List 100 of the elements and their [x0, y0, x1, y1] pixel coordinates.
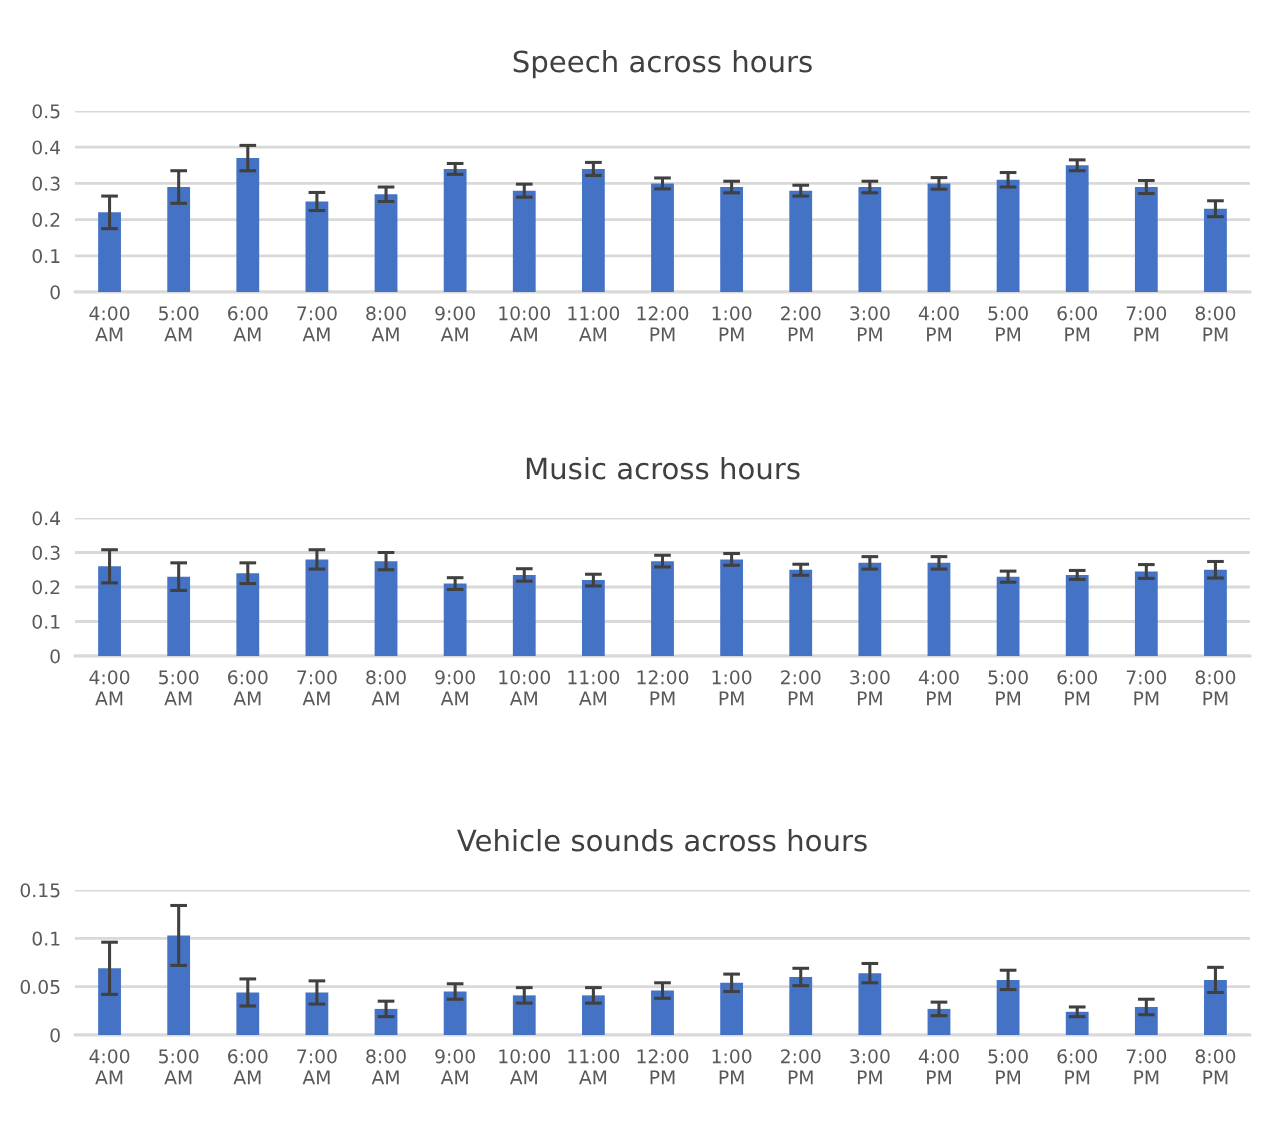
x-tick-label: 8:00 AM: [366, 670, 406, 706]
x-tick-label: 6:00 AM: [228, 1049, 268, 1085]
bar: [651, 183, 674, 292]
x-tick-label: 3:00 PM: [850, 670, 890, 706]
x-tick-label: 5:00 PM: [988, 306, 1028, 342]
chart-title: Vehicle sounds across hours: [457, 828, 867, 852]
x-tick-label: 4:00 AM: [89, 306, 130, 342]
x-tick-label: 7:00 PM: [1126, 1049, 1167, 1085]
x-tick-label: 2:00 PM: [781, 1049, 821, 1085]
x-tick-label: 8:00 AM: [366, 306, 406, 342]
x-tick-label: 3:00 PM: [850, 306, 890, 342]
bar: [1204, 208, 1227, 292]
x-tick-label: 4:00 PM: [918, 306, 959, 342]
x-tick-label: 4:00 AM: [89, 1049, 130, 1085]
y-tick-label: 0.4: [32, 140, 61, 155]
bar: [996, 179, 1020, 292]
x-tick-label: 12:00 PM: [637, 306, 689, 342]
x-tick-label: 10:00 AM: [499, 670, 551, 706]
chart-title: Music across hours: [526, 456, 800, 480]
bar: [1204, 979, 1227, 1035]
x-tick-label: 12:00 PM: [637, 670, 689, 706]
y-tick-label: 0.2: [32, 212, 60, 227]
y-tick-label: 0.3: [32, 176, 60, 191]
x-tick-label: 8:00 PM: [1195, 306, 1236, 342]
bar: [512, 190, 536, 292]
chart-title: Speech across hours: [513, 49, 812, 79]
x-tick-label: 11:00 AM: [568, 306, 620, 342]
x-tick-label: 6:00 PM: [1057, 1049, 1098, 1085]
bar: [98, 566, 121, 656]
x-tick-label: 6:00 AM: [228, 670, 268, 706]
x-tick-label: 1:00 PM: [712, 1049, 752, 1085]
y-tick-label: 0.1: [32, 931, 60, 946]
bar: [720, 187, 744, 292]
x-tick-label: 6:00 PM: [1057, 670, 1098, 706]
bar: [1134, 187, 1158, 292]
bar: [789, 190, 813, 292]
y-tick-label: 0.2: [32, 580, 60, 595]
y-tick-label: 0.1: [32, 614, 60, 629]
bar: [374, 194, 398, 292]
x-tick-label: 12:00 PM: [637, 1049, 689, 1085]
x-tick-label: 2:00 PM: [781, 670, 821, 706]
bar: [789, 977, 813, 1035]
bar: [98, 968, 121, 1035]
y-tick-label: 0: [50, 649, 60, 664]
y-tick-label: 0.1: [32, 249, 60, 264]
bar: [167, 576, 191, 656]
bar: [167, 187, 191, 292]
x-tick-label: 7:00 PM: [1126, 670, 1167, 706]
bar: [1204, 569, 1227, 656]
x-tick-label: 8:00 PM: [1195, 670, 1236, 706]
x-tick-label: 2:00 PM: [781, 306, 821, 342]
bar: [512, 574, 536, 656]
bar: [858, 562, 882, 656]
x-tick-label: 9:00 AM: [435, 306, 475, 342]
x-tick-label: 7:00 PM: [1126, 306, 1167, 342]
x-tick-label: 11:00 AM: [568, 670, 620, 706]
bar: [167, 935, 191, 1035]
bar: [651, 990, 674, 1035]
bar: [927, 183, 951, 292]
bar: [98, 212, 121, 292]
x-tick-label: 8:00 AM: [366, 1049, 406, 1085]
x-tick-label: 4:00 PM: [918, 1049, 959, 1085]
bar: [305, 992, 329, 1035]
bar: [443, 991, 467, 1035]
bar: [1065, 165, 1089, 292]
x-tick-label: 5:00 AM: [159, 1049, 199, 1085]
bar: [443, 583, 467, 656]
x-tick-label: 10:00 AM: [499, 306, 551, 342]
y-tick-label: 0.5: [32, 104, 60, 119]
x-tick-label: 10:00 AM: [499, 1049, 551, 1085]
x-tick-label: 5:00 PM: [988, 670, 1028, 706]
x-tick-label: 5:00 AM: [159, 306, 199, 342]
bar: [858, 973, 882, 1035]
x-tick-label: 4:00 PM: [918, 670, 959, 706]
x-tick-label: 3:00 PM: [850, 1049, 890, 1085]
x-tick-label: 4:00 AM: [89, 670, 130, 706]
x-tick-label: 7:00 AM: [297, 1049, 337, 1085]
x-tick-label: 9:00 AM: [435, 670, 475, 706]
bar: [858, 187, 882, 292]
bar: [305, 201, 329, 292]
x-tick-label: 6:00 AM: [228, 306, 268, 342]
bar: [305, 559, 329, 656]
x-tick-label: 8:00 PM: [1195, 1049, 1236, 1085]
bar: [720, 982, 744, 1035]
bar: [581, 580, 605, 656]
y-tick-label: 0.15: [20, 883, 60, 898]
x-tick-label: 7:00 AM: [297, 306, 337, 342]
x-tick-label: 1:00 PM: [712, 670, 752, 706]
y-tick-label: 0.4: [32, 511, 61, 526]
bar: [236, 573, 260, 656]
x-tick-label: 5:00 AM: [159, 670, 199, 706]
y-tick-label: 0.05: [20, 979, 60, 995]
bar: [1134, 571, 1158, 656]
x-tick-label: 1:00 PM: [712, 306, 752, 342]
bar: [789, 569, 813, 656]
x-tick-label: 5:00 PM: [988, 1049, 1028, 1085]
x-tick-label: 7:00 AM: [297, 670, 337, 706]
bar: [651, 561, 674, 656]
x-tick-label: 6:00 PM: [1057, 306, 1098, 342]
y-tick-label: 0.3: [32, 545, 60, 560]
